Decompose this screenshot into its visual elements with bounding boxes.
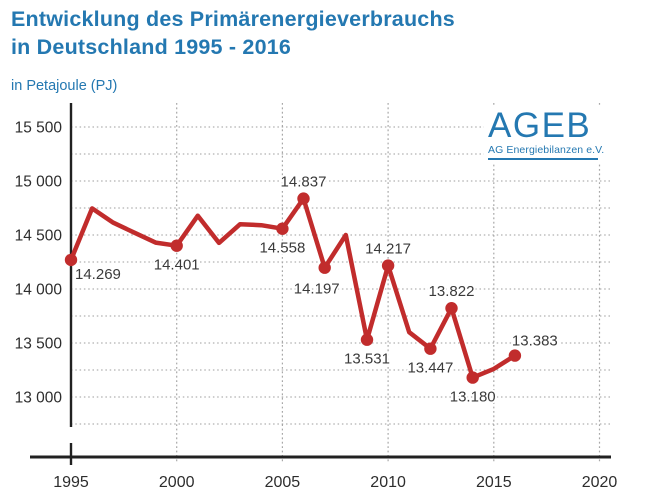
x-tick-label-1995: 1995 [53, 474, 89, 491]
data-point-2007 [318, 261, 331, 274]
data-point-2016 [508, 349, 522, 362]
x-tick-label-2000: 2000 [159, 474, 195, 491]
chart-title-line-1: Entwicklung des Primärenergieverbrauchs [11, 7, 455, 31]
data-point-label-2010: 14.217 [365, 241, 411, 258]
x-tick-label-2020: 2020 [582, 474, 618, 491]
y-tick-label-13000: 13 000 [15, 390, 63, 407]
data-point-label-2000: 14.401 [154, 257, 200, 274]
y-tick-label-13500: 13 500 [15, 336, 63, 353]
chart-title-line-2: in Deutschland 1995 - 2016 [11, 35, 292, 59]
data-point-2013 [445, 302, 458, 315]
data-point-label-2014: 13.180 [450, 389, 496, 406]
energy-consumption-line [68, 196, 518, 380]
data-point-2014 [466, 371, 479, 384]
y-tick-label-15500: 15 500 [15, 120, 63, 137]
x-tick-label-2010: 2010 [370, 474, 406, 491]
chart-unit-label: in Petajoule (PJ) [11, 78, 118, 94]
y-tick-label-15000: 15 000 [15, 174, 63, 191]
ageb-logo-text: AGEB [488, 106, 592, 145]
chart-header: Entwicklung des Primärenergieverbrauchs … [11, 5, 455, 94]
data-point-label-1995: 14.269 [75, 266, 121, 283]
y-tick-label-14000: 14 000 [15, 282, 63, 299]
y-tick-label-14500: 14 500 [15, 228, 63, 245]
data-point-label-2007: 14.197 [294, 281, 340, 298]
data-point-label-2009: 13.531 [344, 351, 390, 368]
data-point-2012 [424, 342, 437, 355]
data-point-label-2012: 13.447 [407, 360, 453, 377]
data-point-2010 [381, 259, 395, 272]
ageb-logo-subtitle: AG Energiebilanzen e.V. [488, 144, 605, 156]
data-point-2006 [297, 192, 310, 205]
ageb-logo: AGEB AG Energiebilanzen e.V. [484, 107, 610, 164]
data-point-label-2006: 14.837 [281, 174, 327, 191]
x-tick-label-2015: 2015 [476, 474, 512, 491]
chart-title: Entwicklung des Primärenergieverbrauchs … [11, 5, 455, 61]
x-tick-label-2005: 2005 [265, 474, 301, 491]
data-point-label-2005: 14.558 [259, 240, 305, 257]
data-point-2009 [360, 333, 374, 346]
data-point-2000 [170, 239, 183, 252]
data-point-label-2016: 13.383 [512, 333, 558, 350]
data-point-2005 [276, 222, 289, 235]
ageb-logo-underline [488, 158, 598, 160]
data-point-1995 [64, 253, 78, 267]
data-point-label-2013: 13.822 [429, 283, 475, 300]
